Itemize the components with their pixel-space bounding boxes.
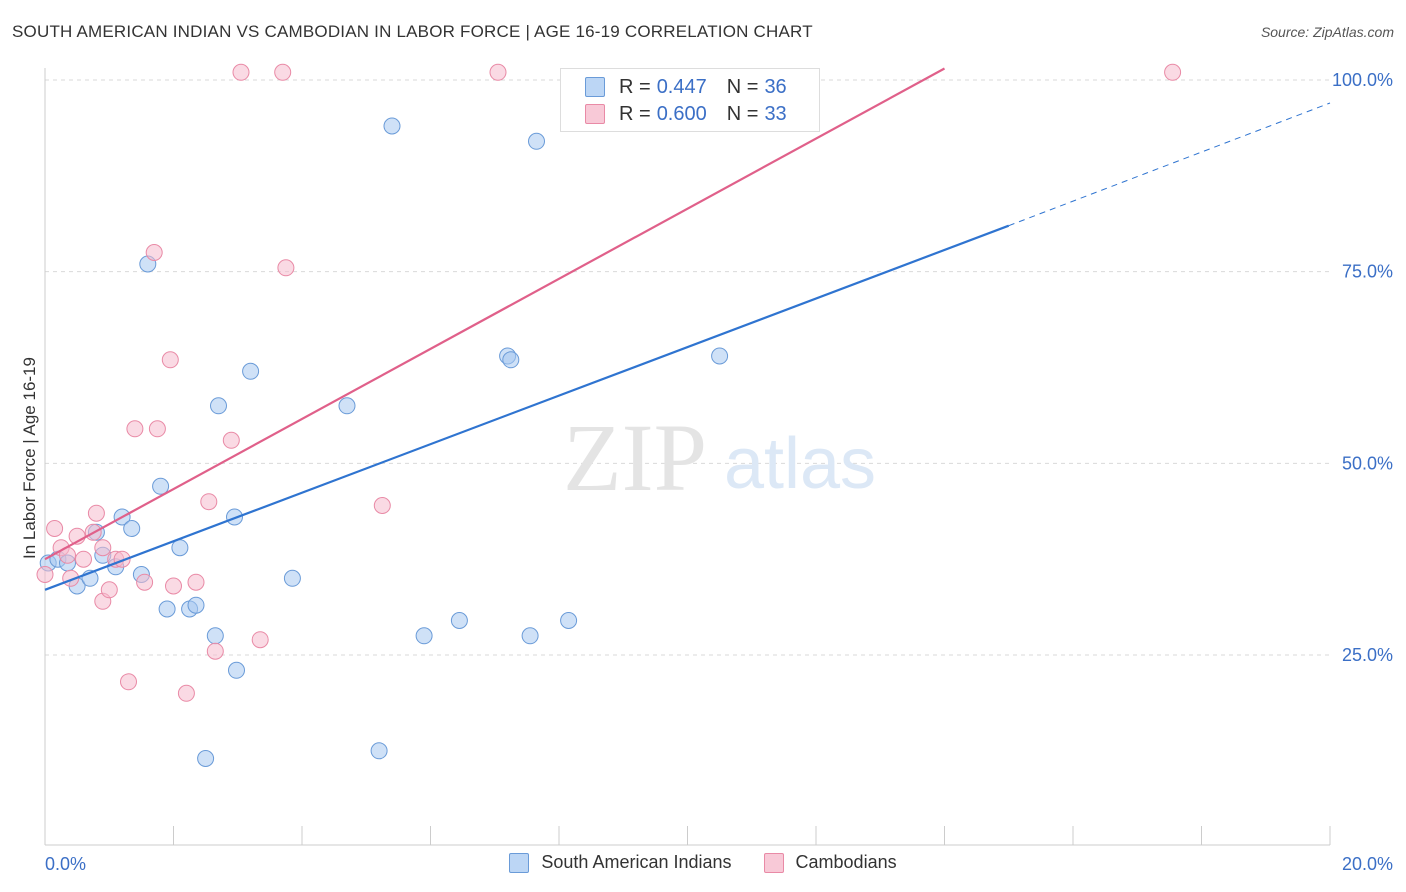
y-axis-label: In Labor Force | Age 16-19	[20, 357, 39, 559]
series-legend: South American Indians Cambodians	[0, 852, 1406, 873]
legend-n-value: 33	[764, 102, 787, 125]
legend-r-value: 0.600	[656, 102, 707, 125]
trend-line-south-american-indians-extension	[1008, 102, 1331, 227]
source-label: Source: ZipAtlas.com	[1260, 24, 1394, 40]
point-cambodian	[75, 550, 92, 568]
correlation-legend: R = 0.447 N = 36 R = 0.600 N = 33	[560, 68, 820, 132]
point-south-american-indian	[206, 627, 224, 645]
legend-r-label: R =	[619, 75, 651, 98]
watermark-zip: ZIP	[563, 404, 707, 511]
legend-label: Cambodians	[795, 852, 897, 872]
point-cambodian	[36, 566, 54, 583]
y-tick-label: 75.0%	[1342, 262, 1393, 282]
legend-r-value: 0.447	[656, 75, 707, 98]
point-cambodian	[1164, 63, 1182, 81]
legend-item-cambodians[interactable]: Cambodians	[763, 852, 897, 873]
point-south-american-indian	[158, 600, 176, 618]
legend-swatch-blue	[585, 77, 605, 97]
axis-layer	[44, 68, 1331, 846]
point-cambodian	[373, 497, 391, 514]
legend-n-label: N =	[726, 102, 759, 125]
point-south-american-indian	[370, 742, 388, 760]
legend-row-south-american-indians: R = 0.447 N = 36	[585, 74, 787, 100]
point-cambodian	[120, 673, 137, 691]
point-south-american-indian	[123, 520, 141, 537]
x-tick-label: 20.0%	[1342, 854, 1393, 874]
point-cambodian	[251, 631, 269, 649]
point-cambodian	[136, 573, 154, 591]
point-south-american-indian	[502, 351, 520, 369]
point-south-american-indian	[226, 508, 243, 526]
legend-r-label: R =	[619, 102, 651, 125]
point-cambodian	[100, 581, 118, 599]
point-cambodian	[148, 420, 166, 438]
point-south-american-indian	[415, 627, 433, 645]
point-cambodian	[94, 539, 112, 557]
point-cambodian	[165, 577, 182, 595]
point-south-american-indian	[450, 612, 468, 629]
x-tick-label: 0.0%	[45, 854, 86, 874]
grid-layer	[45, 79, 1330, 656]
point-cambodian	[277, 259, 295, 277]
trend-line-cambodians	[44, 67, 946, 561]
point-south-american-indian	[210, 397, 227, 415]
point-south-american-indian	[197, 750, 215, 767]
point-south-american-indian	[528, 132, 545, 150]
point-cambodian	[222, 431, 240, 449]
legend-swatch-pink	[763, 852, 784, 873]
point-south-american-indian	[711, 347, 729, 365]
point-south-american-indian	[187, 596, 205, 614]
legend-row-cambodians: R = 0.600 N = 33	[585, 101, 787, 127]
legend-swatch-blue	[509, 852, 530, 873]
point-south-american-indian	[152, 477, 170, 495]
point-cambodian	[187, 573, 205, 591]
y-tick-label: 100.0%	[1332, 70, 1393, 90]
point-cambodian	[161, 351, 179, 369]
watermark-atlas: atlas	[724, 424, 876, 504]
tick-labels-layer: 25.0% 50.0% 75.0% 100.0% 0.0% 20.0%	[45, 70, 1393, 874]
point-south-american-indian	[521, 627, 539, 645]
point-cambodian	[177, 684, 195, 702]
point-south-american-indian	[242, 362, 260, 380]
point-cambodian	[200, 493, 218, 511]
legend-n-label: N =	[726, 75, 759, 98]
point-south-american-indian	[560, 612, 578, 629]
y-tick-label: 25.0%	[1342, 645, 1393, 665]
legend-swatch-pink	[585, 104, 605, 124]
legend-item-south-american-indians[interactable]: South American Indians	[509, 852, 732, 873]
point-south-american-indian	[338, 397, 356, 415]
chart-title: SOUTH AMERICAN INDIAN VS CAMBODIAN IN LA…	[12, 22, 813, 41]
point-cambodian	[87, 504, 105, 522]
legend-n-value: 36	[764, 75, 787, 98]
point-cambodian	[145, 244, 163, 261]
point-cambodian	[232, 63, 250, 81]
point-south-american-indian	[383, 117, 401, 135]
point-cambodian	[46, 520, 64, 537]
point-cambodian	[489, 63, 507, 81]
point-cambodian	[206, 642, 224, 660]
trend-layer	[44, 67, 1331, 591]
y-tick-label: 50.0%	[1342, 453, 1393, 473]
point-south-american-indian	[228, 661, 245, 679]
watermark: ZIP atlas	[563, 404, 876, 511]
point-south-american-indian	[283, 569, 301, 587]
point-cambodian	[274, 63, 292, 81]
point-cambodian	[126, 420, 144, 438]
legend-label: South American Indians	[541, 852, 732, 872]
trend-line-south-american-indians	[44, 224, 1010, 591]
